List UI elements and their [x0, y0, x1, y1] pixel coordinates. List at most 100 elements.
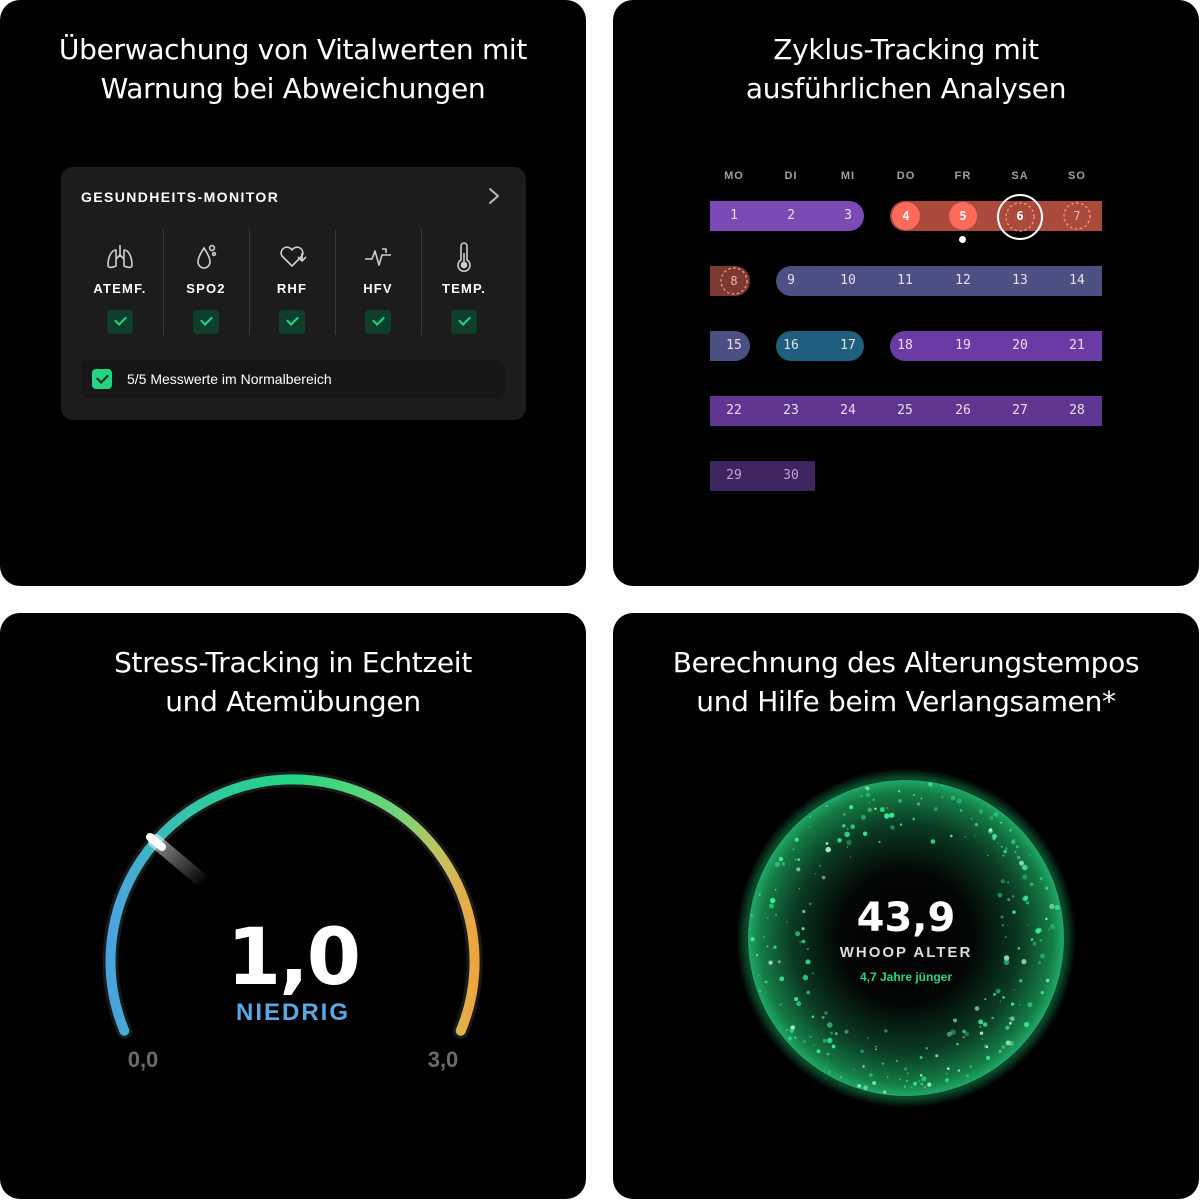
orb-particle [803, 1040, 807, 1043]
orb-particle [953, 1018, 957, 1023]
orb-particle [857, 1084, 862, 1088]
calendar-day[interactable]: 10 [840, 273, 856, 288]
orb-particle [813, 1044, 815, 1047]
orb-particle [982, 1022, 988, 1027]
orb-particle [883, 1090, 887, 1094]
calendar-day[interactable]: 24 [840, 403, 856, 418]
orb-particle [947, 796, 949, 799]
metric-heart-rate-variability[interactable]: HFV [335, 229, 421, 339]
calendar-day[interactable]: 27 [1012, 403, 1028, 418]
calendar-day[interactable]: 25 [897, 403, 913, 418]
metric-temperature[interactable]: TEMP. [421, 229, 507, 339]
calendar-day[interactable]: 22 [726, 403, 742, 418]
orb-particle [964, 1031, 970, 1037]
orb-particle [759, 990, 762, 993]
chevron-right-icon[interactable] [484, 185, 504, 207]
calendar-day-period[interactable]: 4 [892, 202, 920, 230]
orb-particle [1024, 895, 1029, 900]
calendar-day-predicted[interactable]: 7 [1073, 209, 1081, 223]
calendar-day[interactable]: 2 [787, 208, 795, 223]
title-line-2: und Atemübungen [165, 685, 421, 718]
calendar-day[interactable]: 29 [726, 468, 742, 483]
calendar-day[interactable]: 20 [1012, 338, 1028, 353]
card-title: GESUNDHEITS-MONITOR [81, 189, 280, 205]
calendar-day[interactable]: 16 [783, 338, 799, 353]
orb-particle [849, 805, 854, 810]
calendar-day-today[interactable]: 6 [1016, 209, 1024, 223]
orb-particle [802, 974, 809, 981]
calendar-day[interactable]: 12 [955, 273, 971, 288]
calendar-day-predicted[interactable]: 8 [730, 274, 738, 288]
metric-label: SPO2 [186, 281, 226, 296]
orb-particle [890, 825, 895, 830]
orb-particle [816, 1049, 821, 1054]
calendar-day[interactable]: 13 [1012, 273, 1028, 288]
orb-particle [1026, 901, 1030, 905]
orb-particle [1011, 839, 1016, 845]
orb-particle [775, 913, 777, 916]
orb-particle [879, 807, 885, 813]
orb-particle [842, 824, 846, 828]
title-line-1: Zyklus-Tracking mit [773, 33, 1039, 66]
orb-particle [827, 1059, 829, 1061]
calendar-day[interactable]: 28 [1069, 403, 1085, 418]
oxygen-drop-icon [197, 244, 217, 269]
orb-particle [930, 785, 933, 787]
calendar-day[interactable]: 9 [787, 273, 795, 288]
orb-particle [774, 888, 777, 891]
calendar-day[interactable]: 19 [955, 338, 971, 353]
orb-particle [1005, 847, 1008, 850]
calendar-day[interactable]: 17 [840, 338, 856, 353]
orb-particle [831, 1044, 836, 1049]
orb-particle [764, 980, 768, 984]
calendar-day[interactable]: 18 [897, 338, 913, 353]
orb-particle [1032, 941, 1037, 946]
orb-particle [974, 1006, 980, 1011]
orb-particle [1000, 915, 1004, 919]
calendar-day[interactable]: 11 [897, 273, 913, 288]
whoop-age-label: WHOOP ALTER [839, 944, 973, 961]
metric-respiratory-rate[interactable]: ATEMF. [77, 229, 163, 339]
orb-particle [868, 802, 871, 804]
orb-particle [788, 1036, 793, 1041]
whoop-age-orb [736, 768, 1076, 1108]
phase-segment [710, 396, 1102, 426]
calendar-day-period[interactable]: 5 [949, 202, 977, 230]
orb-particle [811, 1015, 815, 1019]
orb-particle [1003, 959, 1010, 965]
orb-particle [821, 1016, 825, 1019]
orb-particle [830, 1031, 833, 1035]
orb-particle [1045, 917, 1048, 920]
stress-panel: Stress-Tracking in Echtzeit und Atemübun… [0, 613, 586, 1199]
heart-variability-icon [365, 248, 391, 266]
calendar-day[interactable]: 26 [955, 403, 971, 418]
health-monitor-card[interactable]: GESUNDHEITS-MONITOR ATEMF. SPO2 [61, 167, 526, 420]
calendar-day[interactable]: 15 [726, 338, 742, 353]
gauge-arc [105, 774, 480, 1036]
metric-spo2[interactable]: SPO2 [163, 229, 249, 339]
orb-particle [756, 954, 759, 956]
phase-segment [776, 266, 1102, 296]
phase-segment [890, 201, 1102, 231]
orb-particle [987, 854, 989, 857]
calendar-day[interactable]: 1 [730, 208, 738, 223]
metric-label: TEMP. [441, 281, 487, 296]
panel-title: Stress-Tracking in Echtzeit und Atemübun… [0, 643, 586, 721]
metric-resting-heart-rate[interactable]: RHF [249, 229, 335, 339]
orb-particle [1015, 845, 1019, 849]
orb-particle [905, 1079, 908, 1082]
calendar-day[interactable]: 21 [1069, 338, 1085, 353]
orb-particle [794, 1036, 797, 1039]
gauge-min-label: 0,0 [127, 1047, 159, 1072]
orb-particle [957, 1069, 961, 1072]
orb-particle [997, 842, 999, 844]
calendar-day[interactable]: 23 [783, 403, 799, 418]
orb-particle [806, 990, 811, 995]
calendar-day[interactable]: 14 [1069, 273, 1085, 288]
calendar-day[interactable]: 3 [844, 208, 852, 223]
check-icon [107, 310, 133, 334]
orb-particle [814, 873, 817, 875]
orb-particle [1021, 959, 1027, 965]
calendar-day[interactable]: 30 [783, 468, 799, 483]
orb-particle [930, 839, 936, 844]
